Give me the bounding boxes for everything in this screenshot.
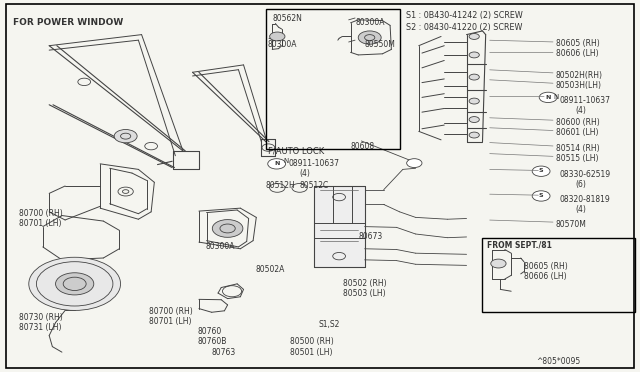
- Text: 80760B: 80760B: [198, 337, 227, 346]
- Text: (6): (6): [575, 180, 586, 189]
- Text: 80502A: 80502A: [255, 265, 284, 275]
- Text: 80570M: 80570M: [556, 220, 587, 229]
- Text: 80731 (LH): 80731 (LH): [19, 323, 61, 332]
- Text: S1 : 0B430-41242 (2) SCREW: S1 : 0B430-41242 (2) SCREW: [406, 11, 523, 20]
- Text: FOR POWER WINDOW: FOR POWER WINDOW: [13, 18, 123, 27]
- Text: 80300A: 80300A: [268, 40, 297, 49]
- Text: 80601 (LH): 80601 (LH): [556, 128, 598, 137]
- Circle shape: [114, 129, 137, 143]
- Text: 80512C: 80512C: [300, 181, 329, 190]
- Text: 80503H(LH): 80503H(LH): [556, 81, 602, 90]
- Text: 80515 (LH): 80515 (LH): [556, 154, 598, 163]
- Circle shape: [268, 159, 285, 169]
- Text: FROM SEPT./81: FROM SEPT./81: [487, 241, 552, 250]
- Text: 80700 (RH): 80700 (RH): [19, 209, 62, 218]
- Text: 80605 (RH): 80605 (RH): [556, 39, 600, 48]
- Text: 80502 (RH): 80502 (RH): [343, 279, 387, 288]
- Text: (4): (4): [300, 169, 310, 179]
- Circle shape: [212, 219, 243, 237]
- Circle shape: [358, 31, 381, 44]
- Circle shape: [469, 33, 479, 39]
- Text: S1,S2: S1,S2: [319, 320, 340, 328]
- Text: S2 : 08430-41220 (2) SCREW: S2 : 08430-41220 (2) SCREW: [406, 23, 522, 32]
- Text: S: S: [539, 169, 543, 173]
- Text: 80730 (RH): 80730 (RH): [19, 313, 62, 323]
- Text: 08911-10637: 08911-10637: [559, 96, 611, 105]
- Text: N: N: [545, 94, 551, 100]
- Text: 80502H(RH): 80502H(RH): [556, 71, 603, 80]
- Circle shape: [540, 92, 557, 103]
- Circle shape: [469, 52, 479, 58]
- Text: 80763: 80763: [212, 348, 236, 357]
- Text: 80700 (RH): 80700 (RH): [149, 307, 193, 316]
- Circle shape: [269, 32, 285, 41]
- Text: 80501 (LH): 80501 (LH): [290, 348, 333, 357]
- Text: N: N: [284, 158, 289, 164]
- Circle shape: [532, 191, 550, 201]
- Bar: [266, 9, 399, 149]
- Text: F/AUTO LOCK: F/AUTO LOCK: [268, 146, 324, 155]
- Text: 80600 (RH): 80600 (RH): [556, 118, 600, 127]
- Bar: [314, 186, 365, 267]
- Text: (4): (4): [575, 205, 586, 214]
- Text: 80605 (RH): 80605 (RH): [524, 262, 568, 271]
- Text: 08330-62519: 08330-62519: [559, 170, 611, 179]
- Circle shape: [469, 132, 479, 138]
- Circle shape: [56, 273, 94, 295]
- Text: 08911-10637: 08911-10637: [288, 160, 339, 169]
- Circle shape: [469, 98, 479, 104]
- Text: 80701 (LH): 80701 (LH): [149, 317, 192, 326]
- Text: 80673: 80673: [358, 232, 383, 241]
- Circle shape: [406, 159, 422, 167]
- Text: 80300A: 80300A: [355, 18, 385, 27]
- Text: 80300A: 80300A: [205, 242, 235, 251]
- Text: 80606 (LH): 80606 (LH): [524, 272, 566, 280]
- Text: (4): (4): [575, 106, 586, 115]
- Text: 80760: 80760: [198, 327, 222, 336]
- Text: 80606 (LH): 80606 (LH): [556, 49, 598, 58]
- Text: 80512H: 80512H: [266, 181, 296, 190]
- Bar: [483, 238, 636, 311]
- Text: S: S: [539, 193, 543, 198]
- Text: 08320-81819: 08320-81819: [559, 195, 611, 204]
- Text: 80701 (LH): 80701 (LH): [19, 219, 61, 228]
- Text: 80500 (RH): 80500 (RH): [290, 337, 334, 346]
- Text: 80562N: 80562N: [272, 14, 302, 23]
- Text: N: N: [553, 94, 559, 100]
- Circle shape: [532, 166, 550, 176]
- Text: N: N: [274, 161, 279, 166]
- Text: 80608: 80608: [351, 142, 374, 151]
- Text: 80503 (LH): 80503 (LH): [343, 289, 385, 298]
- Circle shape: [29, 257, 120, 310]
- Text: ^805*0095: ^805*0095: [537, 357, 581, 366]
- Circle shape: [469, 74, 479, 80]
- Circle shape: [469, 116, 479, 122]
- Text: 80514 (RH): 80514 (RH): [556, 144, 600, 153]
- Circle shape: [491, 259, 506, 268]
- Text: 80550M: 80550M: [365, 40, 396, 49]
